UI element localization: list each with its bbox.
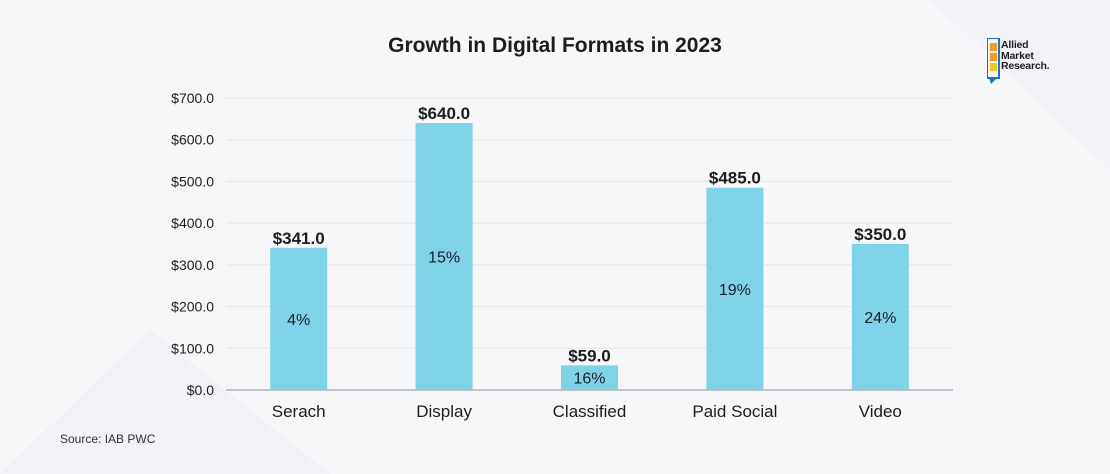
source-note: Source: IAB PWC xyxy=(60,432,156,446)
allied-market-research-logo: Allied Market Research. xyxy=(986,37,1083,84)
logo-text: Allied Market Research. xyxy=(1001,39,1050,72)
bar-inner-label: 19% xyxy=(719,282,751,299)
y-tick-label: $600.0 xyxy=(171,132,214,148)
bar-value-label: $485.0 xyxy=(709,169,761,188)
y-tick-label: $500.0 xyxy=(171,173,214,189)
bar-value-label: $59.0 xyxy=(568,346,611,365)
x-category-label: Classified xyxy=(553,402,627,421)
bar xyxy=(851,244,909,390)
logo-line-2: Market xyxy=(1001,49,1034,62)
bar-value-label: $341.0 xyxy=(273,229,325,248)
logo-line-1: Allied xyxy=(1001,39,1029,51)
bar-inner-label: 16% xyxy=(573,371,605,388)
y-tick-label: $0.0 xyxy=(187,382,214,398)
logo-line-3: Research. xyxy=(1001,60,1050,72)
y-tick-label: $200.0 xyxy=(171,299,214,315)
logo-mark-icon xyxy=(986,37,1000,84)
bar-inner-label: 15% xyxy=(428,250,460,267)
bar xyxy=(270,247,328,390)
chart-title: Growth in Digital Formats in 2023 xyxy=(388,34,722,57)
bar xyxy=(706,187,764,390)
bar xyxy=(415,123,473,391)
bar-inner-label: 24% xyxy=(864,310,896,327)
y-tick-label: $700.0 xyxy=(171,90,214,106)
bar-value-label: $350.0 xyxy=(854,225,906,244)
y-tick-label: $300.0 xyxy=(171,257,214,273)
x-category-label: Paid Social xyxy=(692,402,777,421)
bar xyxy=(561,365,618,390)
bar-inner-label: 4% xyxy=(287,312,310,329)
x-category-label: Video xyxy=(859,402,902,421)
y-tick-label: $100.0 xyxy=(171,340,214,356)
x-category-label: Serach xyxy=(272,402,326,421)
y-tick-label: $400.0 xyxy=(171,215,214,231)
x-category-label: Display xyxy=(416,402,472,421)
bar-value-label: $640.0 xyxy=(418,104,470,123)
